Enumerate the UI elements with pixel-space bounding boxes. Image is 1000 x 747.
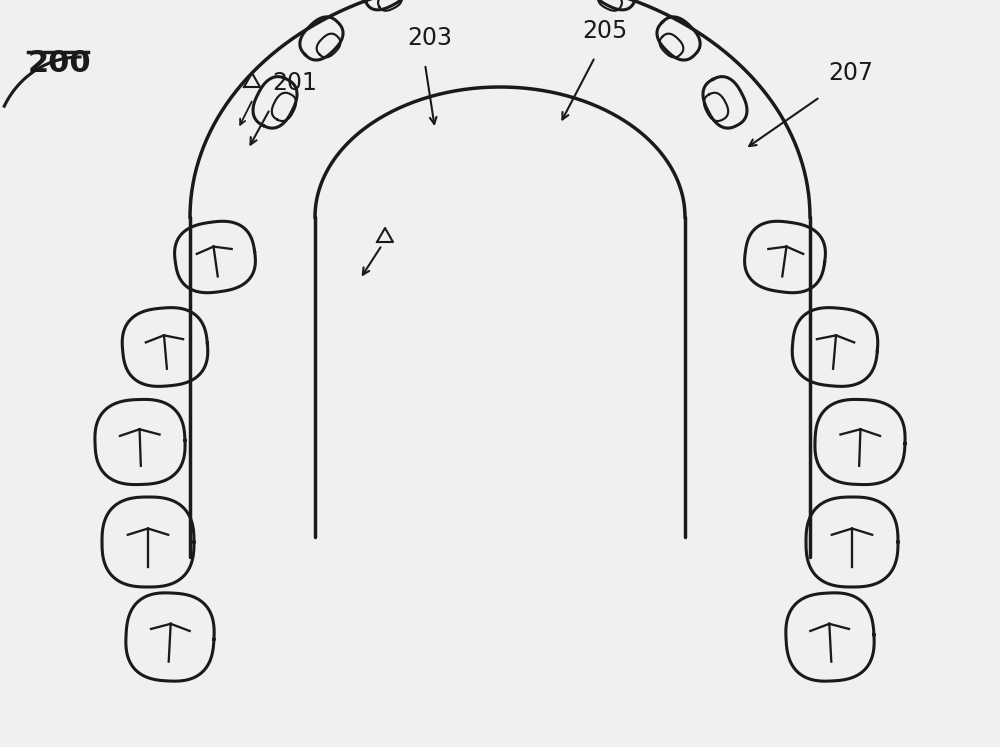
Text: 203: 203 (407, 26, 452, 50)
Text: 205: 205 (582, 19, 627, 43)
Text: 200: 200 (28, 49, 92, 78)
Text: 201: 201 (272, 71, 317, 95)
Text: 207: 207 (828, 61, 873, 85)
